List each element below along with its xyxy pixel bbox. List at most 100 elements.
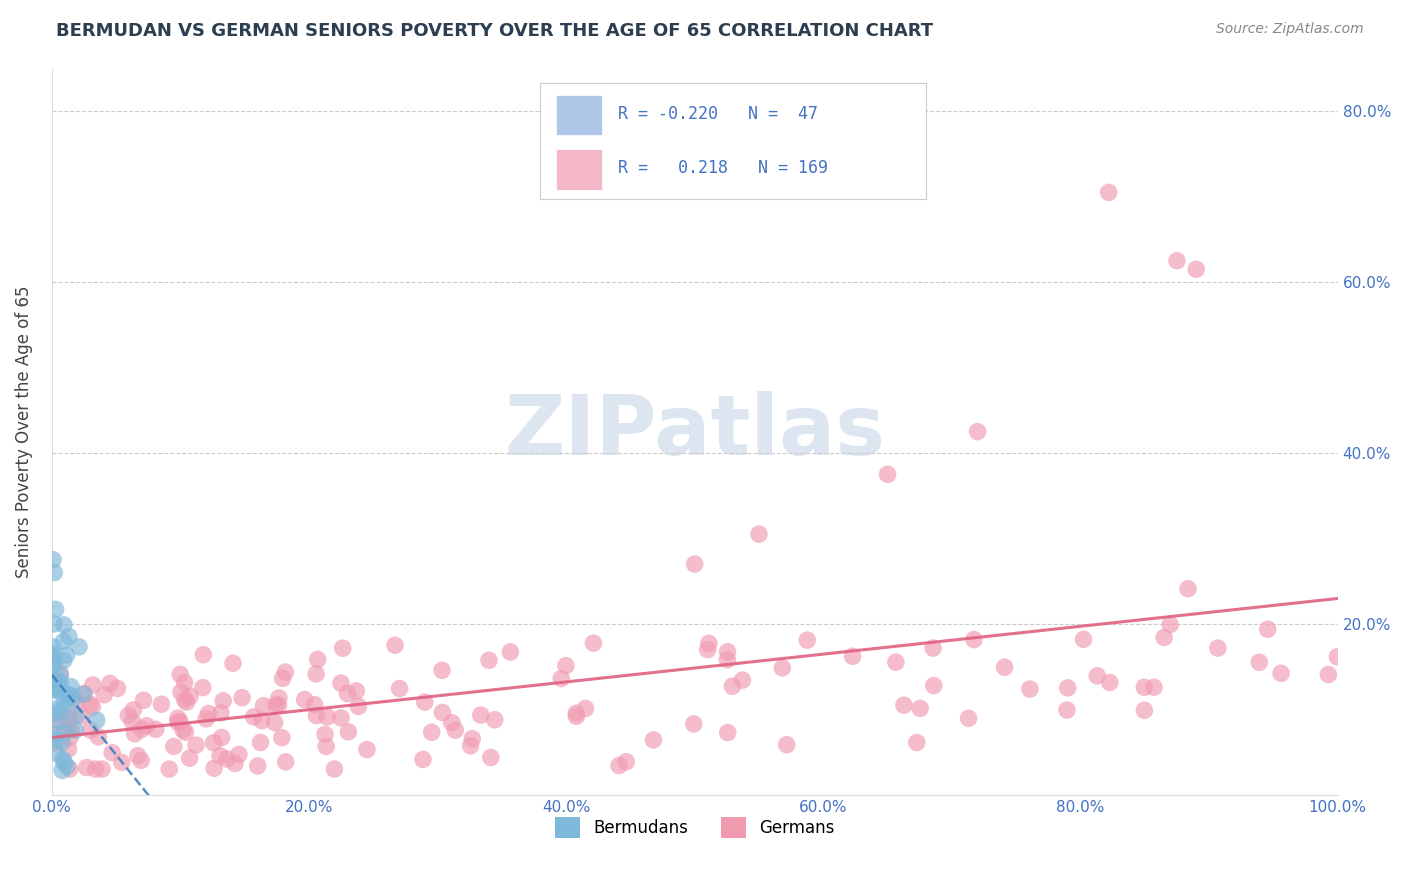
Germans [211,731,233,745]
Bermudans [51,764,73,778]
Germans [1073,632,1095,647]
Germans [682,717,704,731]
Germans [82,700,104,714]
Bermudans [62,692,84,706]
Germans [145,723,167,737]
Germans [224,756,246,771]
Germans [412,752,434,766]
Germans [84,762,107,776]
Bermudans [52,634,75,648]
Germans [197,706,219,721]
Bermudans [44,680,66,694]
Germans [683,557,706,571]
Germans [93,688,115,702]
Bermudans [58,630,80,644]
Germans [215,752,238,766]
Germans [42,736,65,750]
Germans [1177,582,1199,596]
Germans [222,657,245,671]
Germans [263,715,285,730]
Germans [314,727,336,741]
Germans [388,681,411,696]
Germans [384,638,406,652]
Germans [966,425,988,439]
Germans [305,666,328,681]
Bermudans [41,650,63,665]
Germans [174,725,197,739]
Germans [87,730,110,744]
Germans [643,733,665,747]
Germans [250,714,273,728]
Germans [1166,253,1188,268]
Germans [228,747,250,762]
Germans [697,636,720,650]
Bermudans [42,655,65,669]
Bermudans [45,602,67,616]
Germans [179,751,201,765]
Germans [42,716,65,731]
Bermudans [45,672,67,686]
Germans [249,735,271,749]
Germans [79,723,101,737]
Germans [150,697,173,711]
Bermudans [41,647,63,661]
Germans [267,690,290,705]
Germans [212,694,235,708]
Germans [323,762,346,776]
Germans [157,762,180,776]
Germans [550,672,572,686]
Germans [191,681,214,695]
Germans [132,693,155,707]
Germans [329,676,352,690]
Bermudans [56,759,79,773]
Germans [170,685,193,699]
Germans [957,711,980,725]
Germans [922,641,945,656]
Germans [267,698,290,712]
Germans [79,697,101,711]
Germans [1257,622,1279,636]
Germans [124,727,146,741]
Germans [66,695,89,709]
Germans [202,736,225,750]
Germans [271,671,294,685]
Bermudans [52,752,75,766]
Bermudans [51,735,73,749]
Germans [166,711,188,725]
Germans [1085,669,1108,683]
Bermudans [55,648,77,662]
Germans [70,708,93,723]
Germans [294,692,316,706]
Text: BERMUDAN VS GERMAN SENIORS POVERTY OVER THE AGE OF 65 CORRELATION CHART: BERMUDAN VS GERMAN SENIORS POVERTY OVER … [56,22,934,40]
Germans [167,715,190,730]
Germans [58,742,80,756]
Germans [76,760,98,774]
Bermudans [49,668,72,682]
Bermudans [42,683,65,698]
Germans [444,723,467,738]
Germans [430,664,453,678]
Germans [122,703,145,717]
Bermudans [49,714,72,728]
Germans [776,738,799,752]
Bermudans [86,713,108,727]
Germans [565,709,588,723]
Germans [1133,680,1156,694]
Germans [841,649,863,664]
Germans [72,686,94,700]
Germans [893,698,915,713]
Germans [107,681,129,696]
Germans [1317,667,1340,681]
Germans [347,699,370,714]
Bermudans [52,617,75,632]
Germans [91,762,114,776]
Germans [242,710,264,724]
Bermudans [42,726,65,740]
Germans [58,710,80,724]
Germans [908,701,931,715]
Germans [59,762,82,776]
Bermudans [48,684,70,698]
Germans [1153,631,1175,645]
Germans [176,695,198,709]
Germans [420,725,443,739]
